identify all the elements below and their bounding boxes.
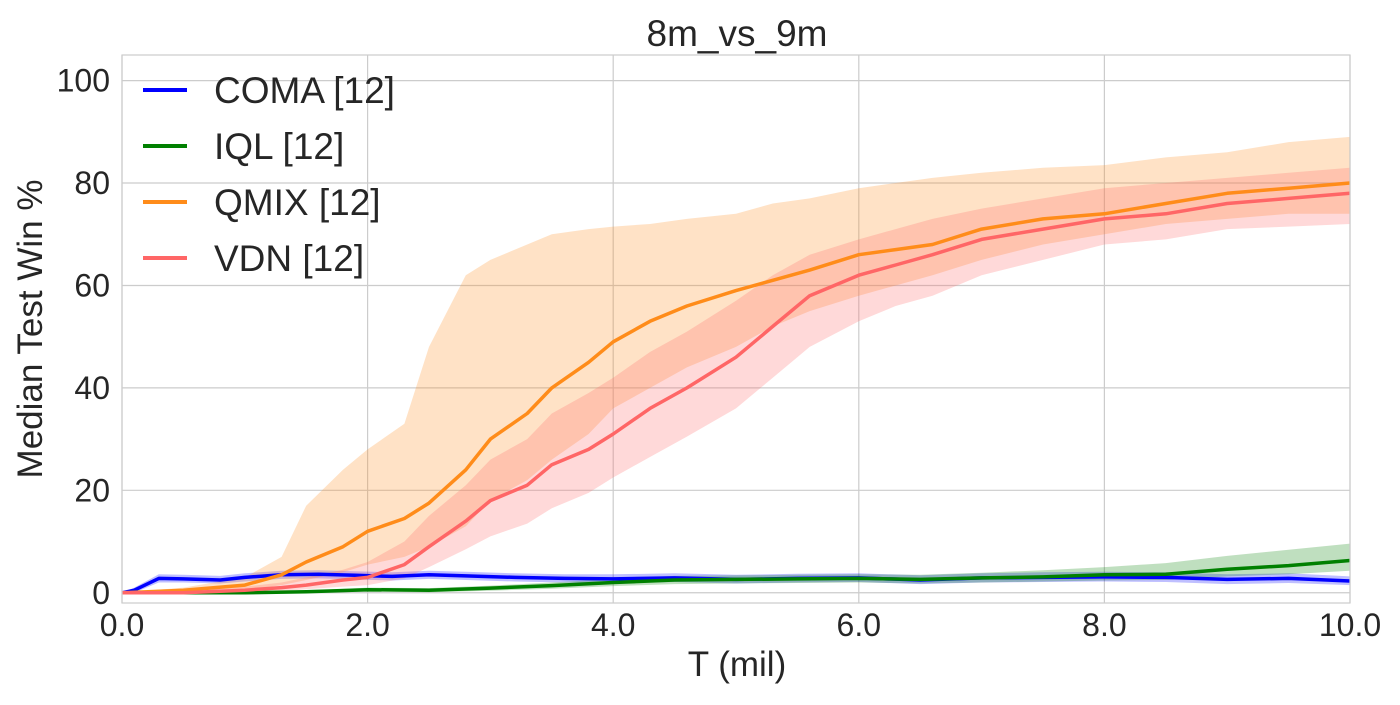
grid [121,55,1351,603]
line-iql [122,558,1351,595]
legend: COMA [12] IQL [12] QMIX [12] VDN [12] [143,70,395,279]
y-tick-label: 20 [74,472,110,508]
x-tick-label: 4.0 [591,607,635,643]
legend-label-iql: IQL [12] [214,126,344,167]
band-qmix [122,136,1350,593]
y-axis-label: Median Test Win % [11,180,50,479]
x-axis-label: T (mil) [688,645,787,684]
band-vdn [122,167,1350,593]
y-tick-label: 100 [57,63,110,99]
y-tick-label: 60 [74,267,110,303]
x-tick-label: 0.0 [100,607,144,643]
y-tick-labels: 0 20 40 60 80 100 [57,63,110,611]
x-tick-labels: 0.0 2.0 4.0 6.0 8.0 10.0 [100,607,1381,643]
legend-label-vdn: VDN [12] [214,238,364,279]
chart-title: 8m_vs_9m [647,13,828,54]
x-tick-label: 10.0 [1319,607,1381,643]
x-tick-label: 8.0 [1082,607,1126,643]
y-tick-label: 80 [74,165,110,201]
legend-label-coma: COMA [12] [214,70,395,111]
x-tick-label: 6.0 [837,607,881,643]
x-tick-label: 2.0 [345,607,389,643]
y-tick-label: 0 [92,575,110,611]
line-vdn [122,191,1351,595]
band-iql [122,543,1350,593]
y-tick-label: 40 [74,370,110,406]
plot-frame [121,54,1351,604]
legend-label-qmix: QMIX [12] [214,182,381,223]
line-qmix [121,181,1351,595]
series-lines [121,181,1351,595]
